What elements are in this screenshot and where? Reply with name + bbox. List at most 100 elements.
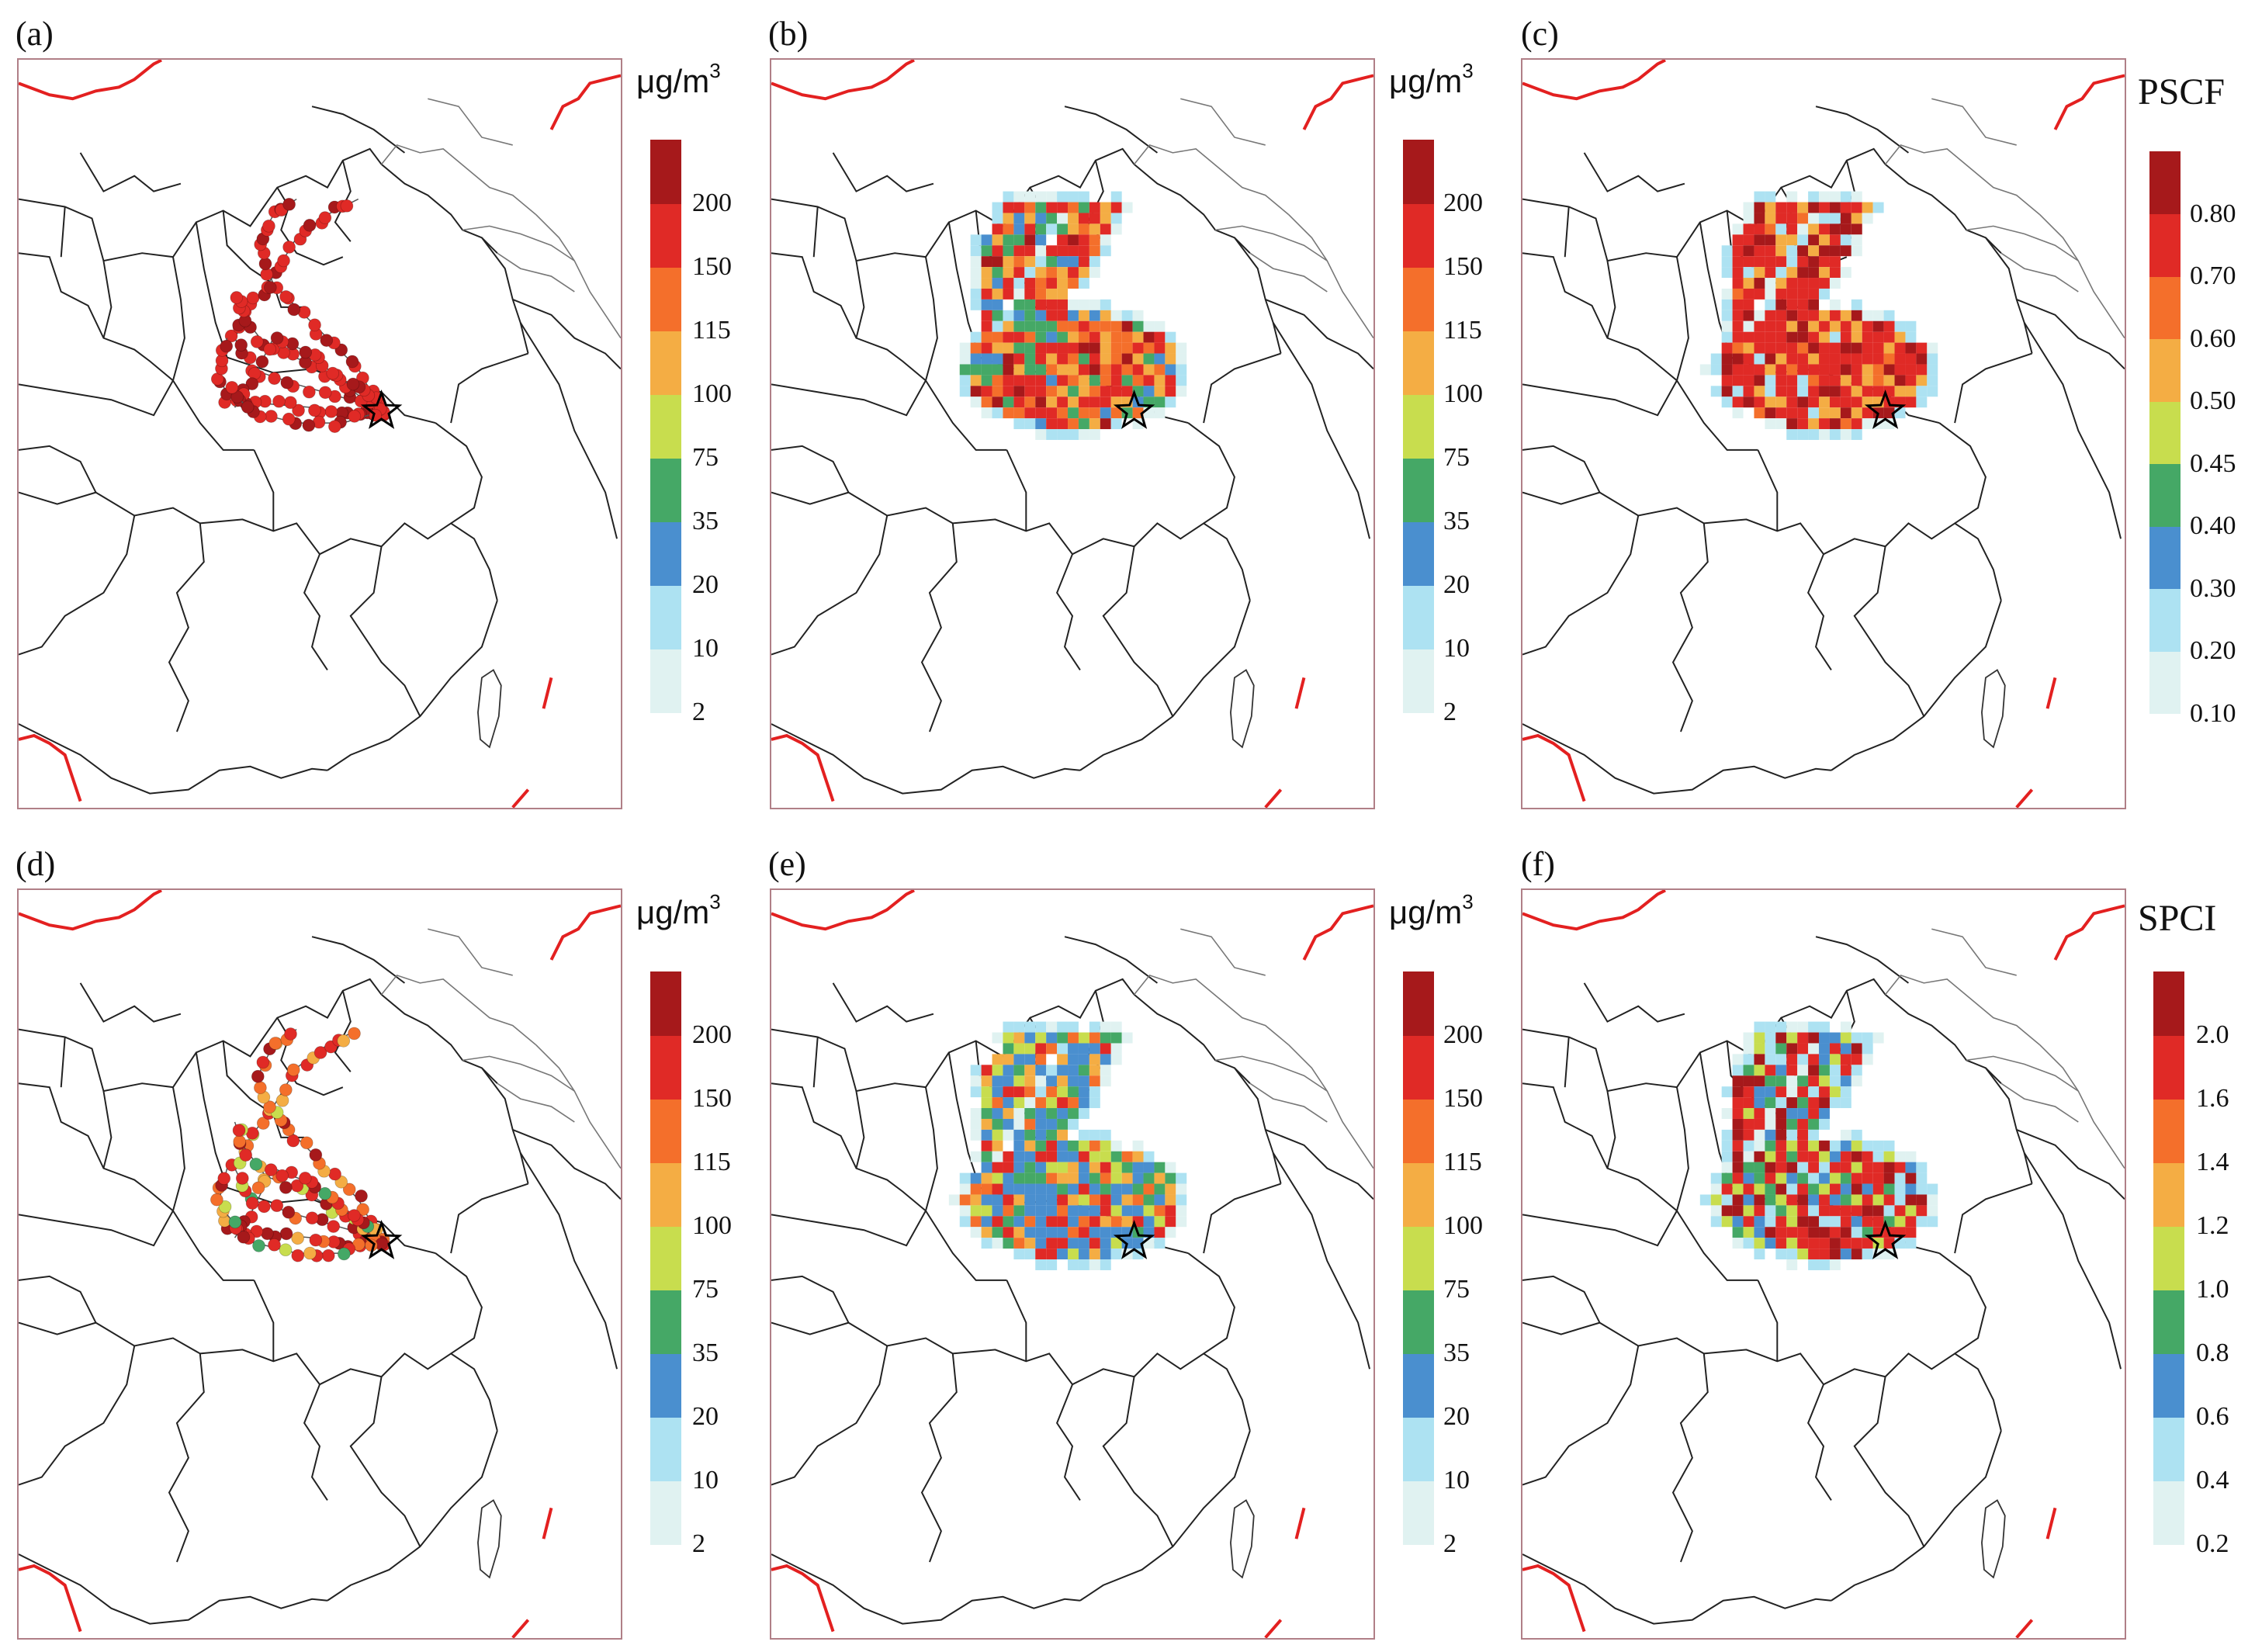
grid-cell <box>1775 397 1787 408</box>
coastline <box>1133 144 1290 216</box>
grid-cell <box>1819 1259 1830 1270</box>
grid-cell <box>1765 256 1776 268</box>
grid-cell <box>1732 1129 1744 1141</box>
grid-cell <box>1765 1162 1776 1173</box>
grid-cell <box>1732 1054 1744 1065</box>
province-boundary <box>311 936 406 984</box>
province-boundary <box>771 723 1081 795</box>
trajectory-point <box>237 1230 251 1244</box>
national-border <box>549 904 621 961</box>
coastline <box>1931 98 2017 146</box>
province-boundary <box>481 237 529 354</box>
province-boundary <box>1064 936 1159 984</box>
grid-cell <box>1024 418 1036 430</box>
province-boundary <box>19 1321 205 1563</box>
grid-cell <box>1165 1162 1176 1173</box>
grid-cell <box>1046 1205 1058 1217</box>
grid-cell <box>1003 407 1014 419</box>
grid-cell <box>1046 1172 1058 1184</box>
colorbar-swatch <box>2153 1417 2184 1481</box>
grid-cell <box>1046 386 1058 397</box>
grid-cell <box>1765 320 1776 332</box>
grid-cell <box>992 245 1003 257</box>
grid-cell <box>1721 1172 1733 1184</box>
grid-cell <box>1013 1054 1025 1065</box>
grid-cell <box>1797 213 1809 224</box>
grid-cell <box>1078 191 1089 203</box>
colorbar-tick-label: 150 <box>692 1084 732 1113</box>
province-boundary <box>2023 322 2122 539</box>
grid-cell <box>1078 353 1089 365</box>
grid-cell <box>1003 288 1014 300</box>
coastline <box>2000 252 2079 293</box>
grid-cell <box>1003 267 1014 279</box>
grid-cell <box>1110 386 1122 397</box>
grid-cell <box>1013 1043 1025 1055</box>
grid-cell <box>1035 1032 1047 1044</box>
province-boundary <box>771 1275 850 1324</box>
colorbar-tick-label: 20 <box>692 1402 719 1431</box>
colorbar-c <box>2149 151 2181 715</box>
grid-cell <box>1024 386 1036 397</box>
province-boundary <box>102 1090 113 1169</box>
grid-cell <box>1100 299 1111 310</box>
national-border <box>511 1619 530 1638</box>
province-boundary <box>1272 322 1370 539</box>
grid-cell <box>1786 1227 1798 1238</box>
province-boundary <box>199 518 328 670</box>
map-e <box>771 890 1373 1638</box>
grid-cell <box>1872 1172 1884 1184</box>
grid-cell <box>1035 1259 1047 1270</box>
grid-cell <box>992 213 1003 224</box>
grid-cell <box>1110 213 1122 224</box>
grid-cell <box>1143 386 1155 397</box>
grid-cell <box>1024 375 1036 386</box>
grid-cell <box>1089 1162 1100 1173</box>
grid-cell <box>1743 1086 1754 1098</box>
grid-cell <box>1808 1172 1820 1184</box>
province-boundary <box>102 260 113 338</box>
grid-cell <box>1013 213 1025 224</box>
colorbar-tick-label: 1.0 <box>2196 1275 2229 1304</box>
grid-cell <box>1024 1238 1036 1249</box>
grid-cell <box>1057 1075 1069 1087</box>
grid-cell <box>1100 1238 1111 1249</box>
grid-cell <box>1057 1151 1069 1162</box>
grid-cell <box>1775 1140 1787 1152</box>
colorbar-tick-label: 0.10 <box>2190 699 2236 728</box>
grid-cell <box>1732 1108 1744 1119</box>
grid-cell <box>1732 375 1744 386</box>
grid-cell <box>1851 202 1862 213</box>
grid-cell <box>1754 223 1765 235</box>
grid-cell <box>1775 223 1787 235</box>
grid-cell <box>1732 223 1744 235</box>
grid-cell <box>1797 429 1809 440</box>
grid-cell <box>1110 364 1122 376</box>
grid-cell <box>1808 1118 1820 1130</box>
trajectory-point <box>298 1172 312 1185</box>
grid-cell <box>1754 1075 1765 1087</box>
grid-cell <box>1786 234 1798 246</box>
province-boundary <box>19 515 136 656</box>
grid-cell <box>1078 1129 1089 1141</box>
grid-cell <box>1068 342 1079 354</box>
grid-cell <box>1068 1108 1079 1119</box>
grid-cell <box>1743 397 1754 408</box>
grid-cell <box>959 353 971 365</box>
grid-cell <box>1797 288 1809 300</box>
grid-cell <box>1765 1086 1776 1098</box>
grid-cell <box>970 1227 982 1238</box>
grid-cell <box>1035 1065 1047 1076</box>
grid-cell <box>1840 1216 1851 1228</box>
trajectory-point <box>230 291 244 304</box>
grid-cell <box>1154 320 1166 332</box>
colorbar-swatch <box>1403 1162 1434 1227</box>
trajectory-point <box>279 290 293 303</box>
grid-cell <box>981 1097 992 1109</box>
grid-cell <box>981 1183 992 1195</box>
grid-cell <box>1754 1065 1765 1076</box>
grid-cell <box>1046 342 1058 354</box>
grid-cell <box>1154 1172 1166 1184</box>
grid-cell <box>1013 1021 1025 1033</box>
grid-cell <box>1775 364 1787 376</box>
